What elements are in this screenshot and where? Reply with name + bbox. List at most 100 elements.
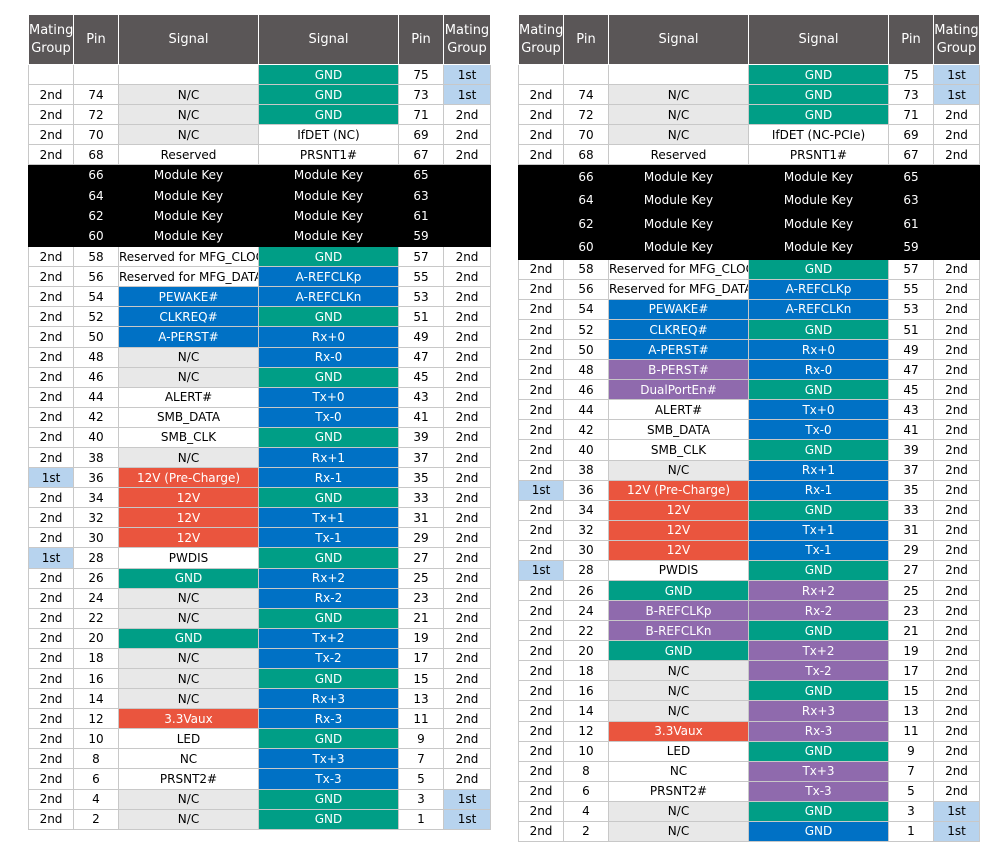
signal-cell: Module Key (258, 184, 399, 207)
pin-cell: 19 (888, 640, 934, 662)
mating-group-cell: 2nd (933, 439, 980, 461)
mating-group-cell: 2nd (518, 459, 564, 481)
pin-cell: 5 (888, 780, 934, 802)
signal-cell: N/C (118, 104, 259, 126)
signal-cell: PEWAKE# (118, 286, 259, 308)
pin-row: 2nd 46 DualPortEn# GND 45 2nd (518, 379, 980, 401)
pin-cell: 12 (563, 720, 609, 742)
pin-row: 2nd 52 CLKREQ# GND 51 2nd (518, 318, 980, 341)
mating-group-cell: 2nd (518, 519, 564, 541)
mating-group-cell: 2nd (518, 740, 564, 762)
signal-cell: N/C (118, 688, 259, 710)
signal-cell: GND (258, 728, 399, 750)
pin-cell: 24 (73, 587, 119, 609)
signal-cell: GND (258, 366, 399, 388)
mating-group-cell (518, 63, 564, 86)
mating-group-cell: 2nd (443, 768, 491, 790)
mating-group-cell: 2nd (933, 258, 980, 280)
mating-group-cell: 2nd (933, 399, 980, 421)
pin-row: 2nd 2 N/C GND 1 1st (518, 820, 980, 843)
pin-cell: 12 (73, 708, 119, 730)
signal-cell: GND (258, 84, 399, 106)
signal-cell: GND (748, 104, 889, 126)
signal-cell: DualPortEn# (608, 379, 749, 401)
pin-cell: 52 (73, 306, 119, 328)
signal-cell: Tx+0 (748, 399, 889, 421)
pin-cell: 29 (888, 539, 934, 561)
mating-group-cell: 2nd (933, 519, 980, 541)
pin-cell: 72 (73, 104, 119, 126)
signal-cell: GND (748, 84, 889, 106)
mating-group-cell: 2nd (518, 820, 564, 843)
mating-group-cell: 1st (443, 63, 491, 86)
signal-cell: Reserved (118, 144, 259, 166)
pin-cell: 71 (888, 104, 934, 126)
mating-group-cell: 2nd (443, 446, 491, 469)
mating-group-cell: 2nd (443, 246, 491, 268)
signal-cell: N/C (118, 788, 259, 810)
pin-cell: 35 (398, 467, 444, 489)
mating-group-cell: 2nd (933, 124, 980, 146)
mating-group-cell: 2nd (28, 487, 74, 509)
signal-cell: N/C (118, 446, 259, 469)
mating-group-cell: 2nd (28, 728, 74, 750)
signal-cell: Module Key (258, 164, 399, 186)
left-pinout-table: Mating Group Pin Signal Signal Pin Mating Gro… (28, 14, 491, 830)
pin-row: 2nd 32 12V Tx+1 31 2nd (518, 519, 980, 541)
signal-cell (608, 63, 749, 86)
pin-cell: 29 (398, 527, 444, 549)
mating-group-cell: 2nd (933, 660, 980, 682)
mating-group-cell: 2nd (443, 306, 491, 328)
mating-group-cell: 2nd (518, 700, 564, 722)
mating-group-cell: 2nd (518, 124, 564, 146)
pin-cell: 16 (73, 667, 119, 690)
pin-cell: 30 (73, 527, 119, 549)
signal-cell: PRSNT1# (258, 144, 399, 166)
signal-cell: Tx+2 (748, 640, 889, 662)
pin-row: 2nd 32 12V Tx+1 31 2nd (28, 507, 491, 529)
module-key-row: 62 Module Key Module Key 61 (518, 211, 980, 237)
pin-cell: 56 (563, 278, 609, 300)
mating-group-cell: 2nd (443, 667, 491, 690)
signal-cell: GND (748, 800, 889, 822)
mating-group-cell: 2nd (518, 84, 564, 106)
signal-cell: Module Key (258, 225, 399, 248)
mating-group-cell: 2nd (518, 680, 564, 702)
pin-cell: 38 (73, 446, 119, 469)
mating-group-cell: 2nd (28, 124, 74, 146)
pin-row: 2nd 34 12V GND 33 2nd (518, 499, 980, 521)
signal-cell: Module Key (118, 225, 259, 248)
signal-cell: Module Key (748, 187, 889, 213)
mating-group-cell: 1st (933, 84, 980, 106)
signal-cell: GND (748, 740, 889, 762)
mating-group-cell: 2nd (518, 620, 564, 642)
mating-group-cell: 2nd (518, 660, 564, 682)
pin-cell: 38 (563, 459, 609, 481)
signal-cell: SMB_CLK (608, 439, 749, 461)
mating-group-cell: 2nd (933, 379, 980, 401)
signal-cell: N/C (608, 700, 749, 722)
signal-cell: GND (258, 547, 399, 569)
pin-cell: 48 (73, 346, 119, 368)
pin-cell: 50 (73, 326, 119, 348)
mating-group-cell: 2nd (443, 104, 491, 126)
mating-group-cell: 2nd (443, 587, 491, 609)
mating-group-cell (443, 205, 491, 227)
mating-group-cell: 2nd (28, 246, 74, 268)
pin-cell: 40 (73, 426, 119, 448)
pin-cell: 4 (563, 800, 609, 822)
signal-cell: Rx+2 (748, 580, 889, 602)
signal-cell: Module Key (748, 164, 889, 189)
signal-cell: N/C (118, 808, 259, 830)
signal-cell: Module Key (748, 235, 889, 260)
pin-cell: 42 (73, 406, 119, 428)
mating-group-cell: 2nd (443, 487, 491, 509)
signal-cell: GND (748, 680, 889, 702)
pin-cell: 49 (888, 339, 934, 361)
signal-cell: Module Key (748, 211, 889, 237)
mating-group-cell: 2nd (28, 266, 74, 288)
mating-group-cell: 2nd (28, 607, 74, 629)
pin-row: 2nd 74 N/C GND 73 1st (518, 84, 980, 106)
pin-row: 2nd 2 N/C GND 1 1st (28, 808, 491, 830)
pin-cell: 70 (563, 124, 609, 146)
